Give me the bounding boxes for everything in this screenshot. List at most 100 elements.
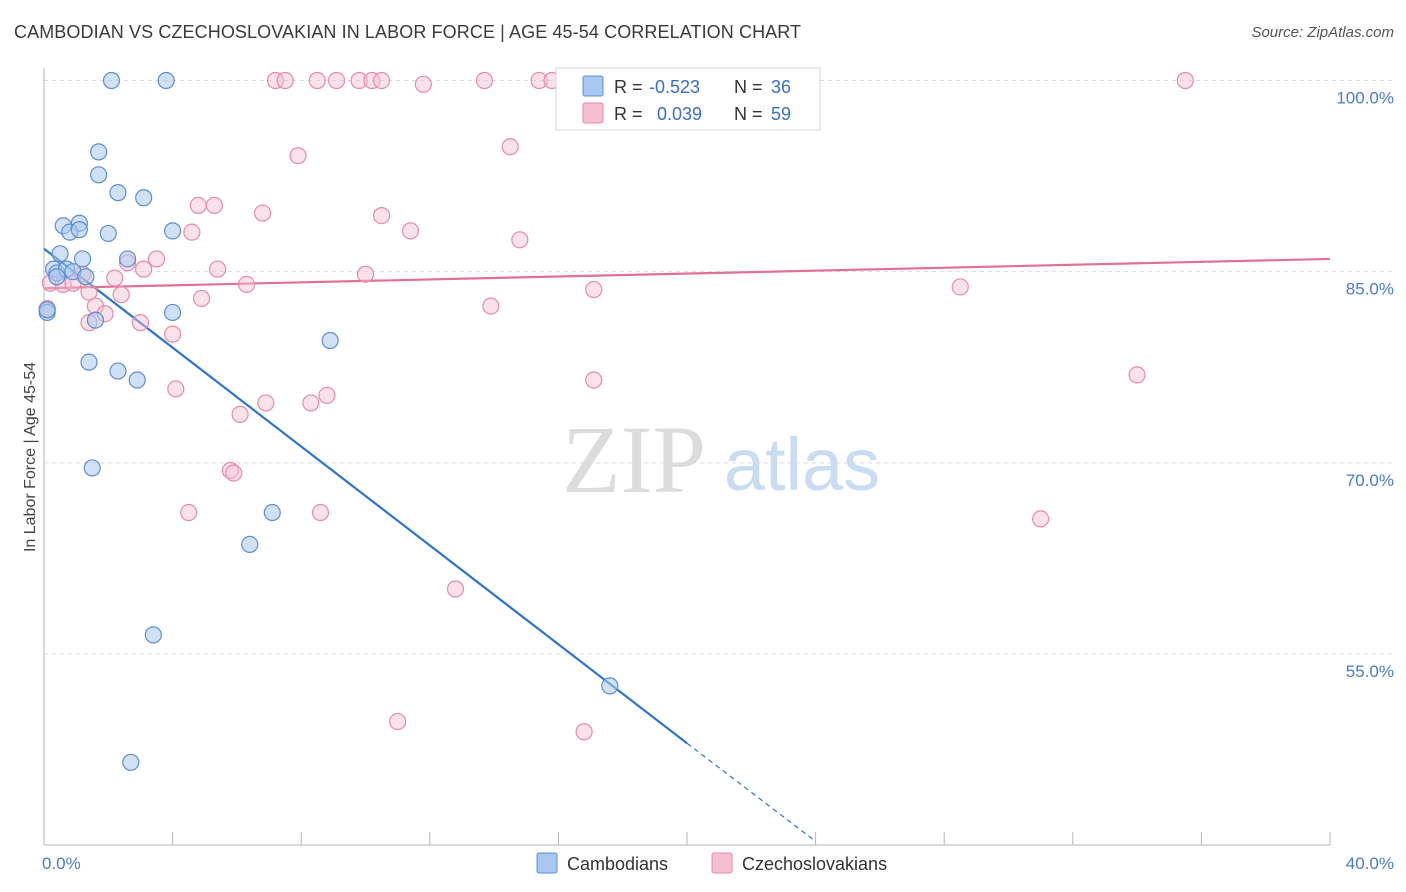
legend-n-value-2: 59: [771, 104, 791, 124]
cambodians-point: [83, 459, 101, 477]
y-tick-label: 55.0%: [1346, 662, 1394, 681]
axes: [43, 68, 1331, 846]
czechoslovakians-point: [147, 250, 166, 268]
tick-labels: 55.0% 70.0% 85.0% 100.0% 0.0% 40.0%: [42, 89, 1394, 874]
cambodians-point: [164, 303, 182, 322]
bottom-legend-cambodians: Cambodians: [567, 854, 668, 874]
legend-n-label-1: N =: [734, 77, 763, 97]
watermark-zip: ZIP: [562, 406, 706, 513]
czechoslovakians-point: [585, 280, 603, 299]
cambodians-point: [321, 331, 339, 350]
czechoslovakians-point: [225, 464, 243, 482]
cambodians-point: [80, 353, 98, 371]
cambodians-point: [102, 71, 121, 90]
legend-swatch-cambodians: [582, 75, 604, 97]
legend-r-value-2: 0.039: [657, 104, 702, 124]
cambodians-point: [99, 224, 117, 243]
czechoslovakians-point: [205, 196, 223, 214]
trend-lines: [43, 247, 1331, 842]
czechoslovakians-point: [356, 265, 375, 283]
cambodians-point: [70, 221, 88, 239]
czechoslovakians-point: [575, 723, 593, 741]
czechoslovakians-point: [276, 71, 294, 90]
czechoslovakians-point: [308, 71, 326, 90]
czechoslovakians-point: [209, 260, 227, 278]
bottom-legend-swatch-cambodians: [536, 852, 558, 874]
czechoslovakians-point: [254, 204, 272, 222]
czechoslovakians-point: [106, 269, 124, 287]
czechoslovakians-point: [231, 405, 249, 424]
czechoslovakians-point: [318, 386, 336, 404]
czechoslovakians-point: [446, 580, 465, 598]
y-tick-label: 85.0%: [1346, 280, 1394, 299]
cambodians-point: [118, 250, 137, 268]
czechoslovakians-point: [511, 231, 529, 249]
czechoslovakians-point: [183, 223, 201, 241]
cambodians-point: [73, 250, 92, 268]
cambodians-point: [109, 362, 127, 380]
cambodians-point: [48, 268, 66, 286]
series-legend: Cambodians Czechoslovakians: [536, 852, 887, 874]
cambodians-point: [144, 626, 162, 644]
chart-source: Source: ZipAtlas.com: [1251, 24, 1394, 41]
stats-legend: R = -0.523 N = 36 R = 0.039 N = 59: [555, 67, 821, 131]
cambodians-point: [601, 677, 619, 695]
x-tick-label: 40.0%: [1346, 854, 1394, 873]
watermark: ZIP atlas: [562, 406, 880, 513]
cambodians-point: [128, 371, 146, 389]
cambodians-points: [38, 71, 619, 771]
czechoslovakians-point: [1176, 71, 1194, 90]
czechoslovakians-point: [167, 380, 185, 398]
czechoslovakians-point: [501, 138, 519, 156]
czechoslovakians-point: [112, 286, 130, 304]
cambodians-point: [122, 753, 140, 771]
legend-r-label-1: R =: [614, 77, 643, 97]
czechoslovakians-point: [1032, 510, 1050, 528]
czechoslovakians-point: [1128, 366, 1146, 384]
czechoslovakians-trend-line: [43, 257, 1331, 290]
czechoslovakians-point: [221, 461, 240, 480]
czechoslovakians-point: [414, 75, 432, 93]
cambodians-point: [90, 166, 108, 184]
czechoslovakians-point: [164, 325, 182, 343]
bottom-legend-czechoslovakians: Czechoslovakians: [742, 854, 887, 874]
cambodians-point: [38, 301, 56, 319]
czechoslovakians-point: [135, 260, 153, 278]
czechoslovakians-point: [189, 196, 207, 214]
czechoslovakians-point: [327, 71, 346, 90]
czechoslovakians-point: [257, 394, 275, 412]
cambodians-point: [86, 311, 105, 329]
legend-n-label-2: N =: [734, 104, 763, 124]
czechoslovakians-point: [530, 71, 548, 90]
czechoslovakians-point: [237, 275, 256, 294]
czechoslovakians-point: [363, 71, 381, 90]
y-tick-label: 100.0%: [1336, 89, 1394, 108]
cambodians-point: [51, 245, 69, 263]
cambodians-point: [135, 189, 153, 207]
czechoslovakians-point: [311, 503, 330, 522]
x-tick-label: 0.0%: [42, 854, 81, 873]
czechoslovakians-point: [131, 314, 150, 332]
czechoslovakians-point: [951, 278, 969, 296]
czechoslovakians-point: [372, 71, 391, 90]
cambodians-trend-line: [43, 247, 688, 745]
y-tick-label: 70.0%: [1346, 471, 1394, 490]
czechoslovakians-point: [372, 206, 391, 225]
y-axis-label: In Labor Force | Age 45-54: [22, 362, 39, 552]
czechoslovakians-point: [350, 71, 368, 90]
legend-r-label-2: R =: [614, 104, 643, 124]
czechoslovakians-point: [401, 222, 420, 240]
cambodians-point: [263, 503, 281, 522]
watermark-atlas: atlas: [724, 423, 880, 506]
czechoslovakians-point: [302, 394, 320, 412]
cambodians-point: [164, 222, 182, 240]
cambodians-point: [109, 184, 127, 202]
cambodians-point: [157, 71, 175, 90]
czechoslovakians-point: [475, 71, 494, 90]
cambodians-point: [241, 535, 259, 553]
cambodians-point: [77, 268, 95, 286]
czechoslovakians-point: [482, 297, 500, 315]
czechoslovakians-point: [289, 147, 307, 165]
legend-swatch-czechoslovakians: [582, 102, 604, 124]
